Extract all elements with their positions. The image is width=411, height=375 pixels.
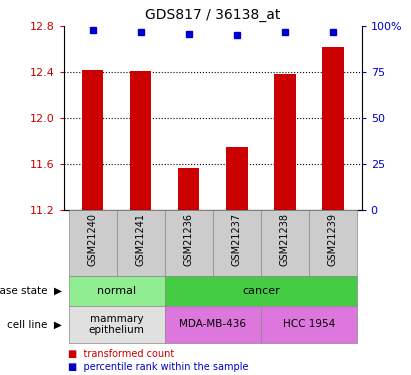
Text: GSM21240: GSM21240 xyxy=(88,213,97,266)
Text: normal: normal xyxy=(97,286,136,296)
Bar xyxy=(178,168,199,210)
Text: GSM21241: GSM21241 xyxy=(136,213,145,266)
Text: cell line  ▶: cell line ▶ xyxy=(7,320,62,329)
Bar xyxy=(165,276,357,306)
Text: HCC 1954: HCC 1954 xyxy=(283,320,335,329)
Text: disease state  ▶: disease state ▶ xyxy=(0,286,62,296)
Bar xyxy=(82,70,103,210)
Bar xyxy=(130,71,151,210)
Text: GSM21238: GSM21238 xyxy=(280,213,290,266)
Text: GSM21236: GSM21236 xyxy=(184,213,194,266)
Bar xyxy=(261,210,309,276)
Bar xyxy=(165,306,261,343)
Text: mammary
epithelium: mammary epithelium xyxy=(89,314,145,335)
Text: ■  transformed count: ■ transformed count xyxy=(68,350,174,359)
Bar xyxy=(117,210,165,276)
Text: GSM21237: GSM21237 xyxy=(232,213,242,266)
Text: ■  percentile rank within the sample: ■ percentile rank within the sample xyxy=(68,362,248,372)
Bar xyxy=(226,147,247,210)
Bar xyxy=(213,210,261,276)
Text: GSM21239: GSM21239 xyxy=(328,213,338,266)
Title: GDS817 / 36138_at: GDS817 / 36138_at xyxy=(145,9,280,22)
Text: MDA-MB-436: MDA-MB-436 xyxy=(179,320,246,329)
Bar xyxy=(69,210,117,276)
Text: cancer: cancer xyxy=(242,286,279,296)
Bar xyxy=(69,306,165,343)
Bar xyxy=(69,276,165,306)
Bar xyxy=(274,75,296,210)
Bar xyxy=(322,47,344,210)
Bar xyxy=(309,210,357,276)
Bar xyxy=(261,306,357,343)
Bar xyxy=(165,210,213,276)
